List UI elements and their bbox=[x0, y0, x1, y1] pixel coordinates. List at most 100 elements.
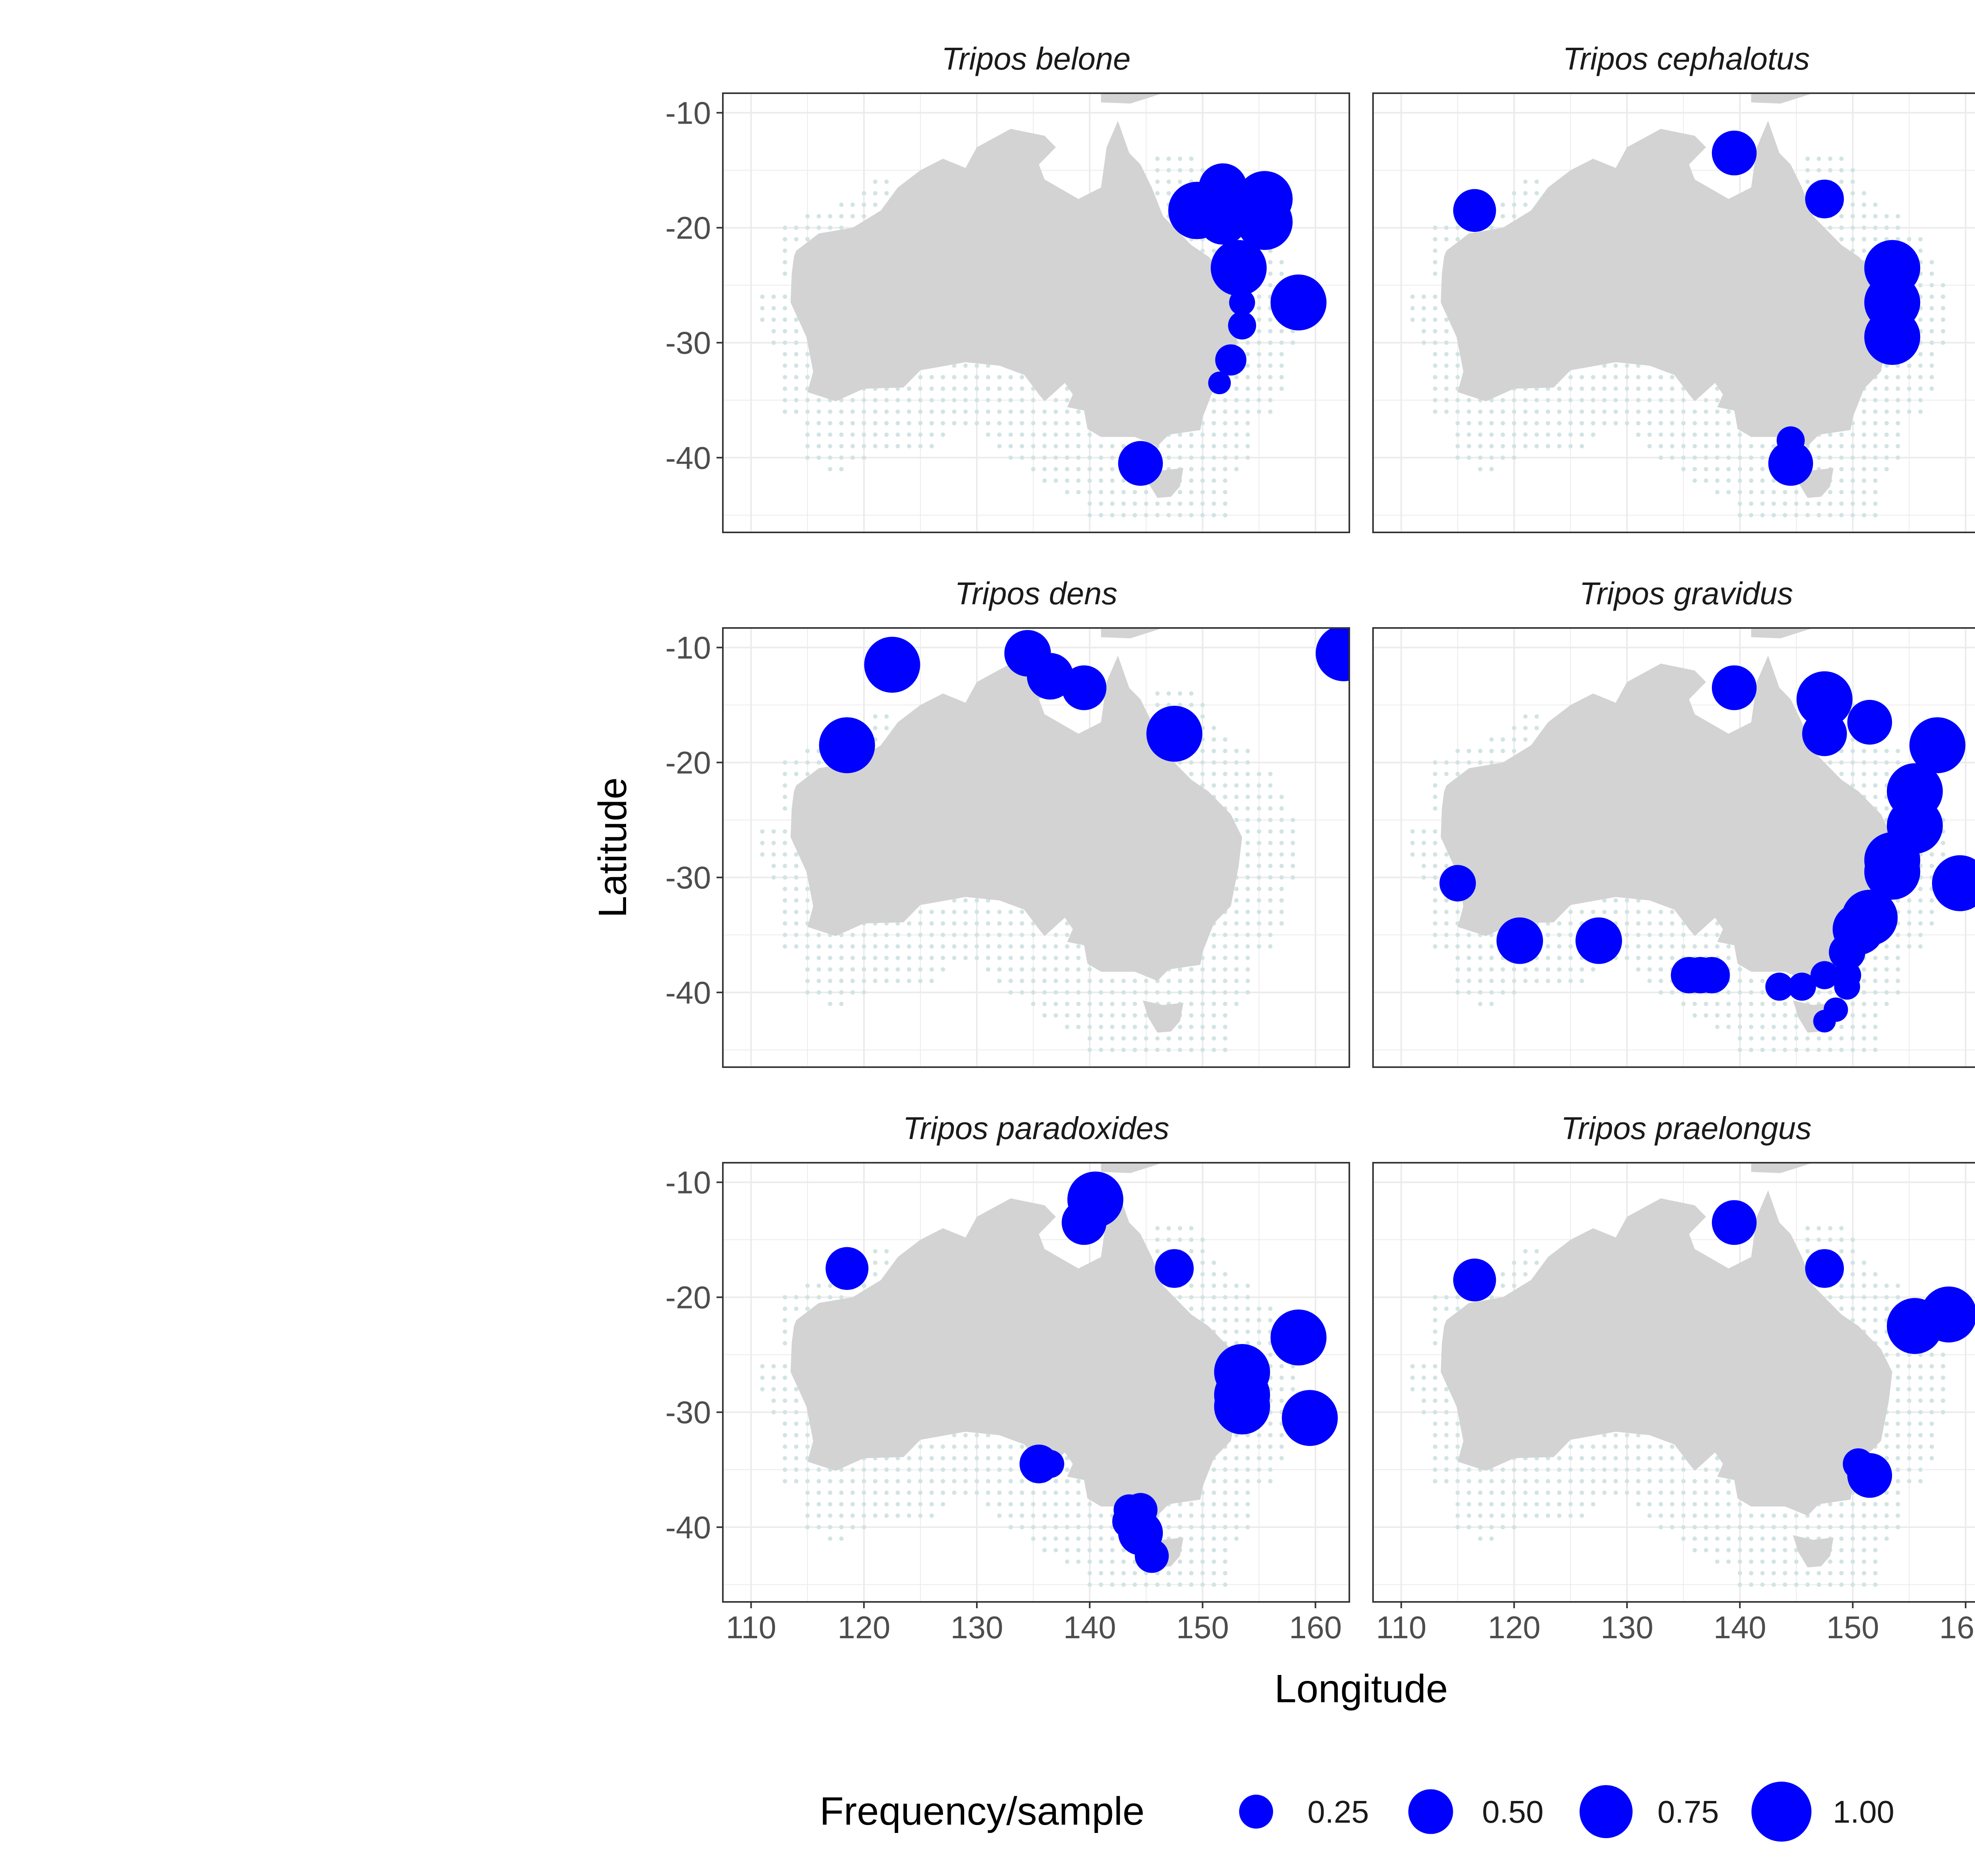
survey-dot bbox=[850, 944, 855, 949]
survey-dot bbox=[986, 386, 991, 391]
survey-dot bbox=[1223, 513, 1228, 517]
survey-dot bbox=[1211, 1525, 1216, 1530]
x-tick-label: 120 bbox=[837, 1610, 890, 1645]
survey-dot bbox=[1076, 990, 1081, 995]
survey-dot bbox=[918, 409, 923, 414]
survey-dot bbox=[782, 944, 787, 949]
survey-dot bbox=[1670, 944, 1674, 949]
survey-dot bbox=[1189, 513, 1194, 517]
survey-dot bbox=[1065, 1467, 1070, 1472]
survey-dot bbox=[1268, 818, 1273, 822]
data-point bbox=[1810, 961, 1839, 989]
survey-dot bbox=[1512, 1525, 1516, 1530]
survey-dot bbox=[1771, 1582, 1776, 1587]
survey-dot bbox=[1110, 478, 1115, 483]
survey-dot bbox=[1279, 1399, 1284, 1403]
survey-dot bbox=[895, 444, 900, 449]
survey-dot bbox=[1234, 783, 1239, 788]
survey-dot bbox=[1873, 1047, 1878, 1052]
survey-dot bbox=[1223, 1479, 1228, 1483]
survey-dot bbox=[816, 1525, 821, 1530]
survey-dot bbox=[816, 1502, 821, 1507]
survey-dot bbox=[1760, 1024, 1765, 1029]
survey-dot bbox=[1805, 156, 1810, 161]
survey-dot bbox=[1918, 248, 1923, 253]
survey-dot bbox=[1065, 990, 1070, 995]
survey-dot bbox=[1121, 1013, 1126, 1018]
survey-dot bbox=[1031, 1002, 1036, 1006]
survey-dot bbox=[1087, 967, 1092, 972]
survey-dot bbox=[1704, 421, 1708, 425]
survey-dot bbox=[1817, 455, 1821, 460]
survey-dot bbox=[1433, 1341, 1437, 1346]
data-point bbox=[1805, 1249, 1844, 1288]
survey-dot bbox=[1223, 990, 1228, 995]
survey-dot bbox=[861, 444, 866, 449]
survey-dot bbox=[1896, 1502, 1900, 1507]
survey-dot bbox=[1053, 1525, 1058, 1530]
survey-dot bbox=[1279, 921, 1284, 926]
survey-dot bbox=[805, 226, 810, 230]
survey-dot bbox=[1433, 1421, 1437, 1426]
survey-dot bbox=[1738, 1502, 1742, 1507]
survey-dot bbox=[1749, 467, 1753, 472]
survey-dot bbox=[1177, 1559, 1182, 1564]
survey-dot bbox=[940, 921, 945, 926]
survey-dot bbox=[918, 1479, 923, 1483]
survey-dot bbox=[1268, 887, 1273, 891]
survey-dot bbox=[1189, 1548, 1194, 1553]
survey-dot bbox=[1422, 1375, 1426, 1380]
survey-dot bbox=[1512, 737, 1516, 742]
survey-dot bbox=[1467, 955, 1471, 960]
survey-dot bbox=[1008, 432, 1013, 437]
point-layer bbox=[1439, 665, 1975, 1033]
survey-dot bbox=[884, 714, 889, 719]
survey-dot bbox=[1884, 1490, 1889, 1495]
survey-dot bbox=[1076, 1013, 1081, 1018]
x-tick-label: 130 bbox=[950, 1610, 1003, 1645]
survey-dot bbox=[1851, 783, 1855, 788]
survey-dot bbox=[1065, 455, 1070, 460]
survey-dot bbox=[1659, 444, 1663, 449]
survey-dot bbox=[1200, 979, 1205, 983]
survey-dot bbox=[1268, 829, 1273, 834]
survey-dot bbox=[1659, 1490, 1663, 1495]
survey-dot bbox=[895, 421, 900, 425]
survey-dot bbox=[1444, 317, 1449, 322]
survey-dot bbox=[1076, 467, 1081, 472]
survey-dot bbox=[1523, 737, 1528, 742]
survey-dot bbox=[1279, 840, 1284, 845]
survey-dot bbox=[963, 932, 968, 937]
survey-dot bbox=[1771, 513, 1776, 517]
survey-dot bbox=[986, 1490, 991, 1495]
survey-dot bbox=[1862, 237, 1866, 242]
survey-dot bbox=[1726, 432, 1731, 437]
survey-dot bbox=[1512, 726, 1516, 730]
survey-dot bbox=[1591, 375, 1595, 380]
survey-dot bbox=[1433, 864, 1437, 868]
survey-dot bbox=[1211, 1002, 1216, 1006]
survey-dot bbox=[1211, 409, 1216, 414]
survey-dot bbox=[1223, 1456, 1228, 1461]
survey-dot bbox=[1433, 840, 1437, 845]
survey-dot bbox=[1851, 1318, 1855, 1323]
survey-dot bbox=[1896, 1410, 1900, 1415]
survey-dot bbox=[1828, 1036, 1832, 1041]
survey-dot bbox=[940, 1479, 945, 1483]
survey-dot bbox=[1444, 375, 1449, 380]
survey-dot bbox=[1467, 1490, 1471, 1495]
survey-dot bbox=[873, 1272, 878, 1276]
survey-dot bbox=[1256, 363, 1261, 368]
survey-dot bbox=[1031, 932, 1036, 937]
survey-dot bbox=[1433, 932, 1437, 937]
survey-dot bbox=[1501, 444, 1505, 449]
survey-dot bbox=[1087, 1513, 1092, 1518]
point-layer bbox=[1453, 1200, 1975, 1498]
survey-dot bbox=[1433, 352, 1437, 357]
survey-dot bbox=[805, 887, 810, 891]
survey-dot bbox=[850, 1513, 855, 1518]
survey-dot bbox=[1625, 398, 1629, 402]
survey-dot bbox=[861, 932, 866, 937]
survey-dot bbox=[1591, 432, 1595, 437]
survey-dot bbox=[1200, 1047, 1205, 1052]
